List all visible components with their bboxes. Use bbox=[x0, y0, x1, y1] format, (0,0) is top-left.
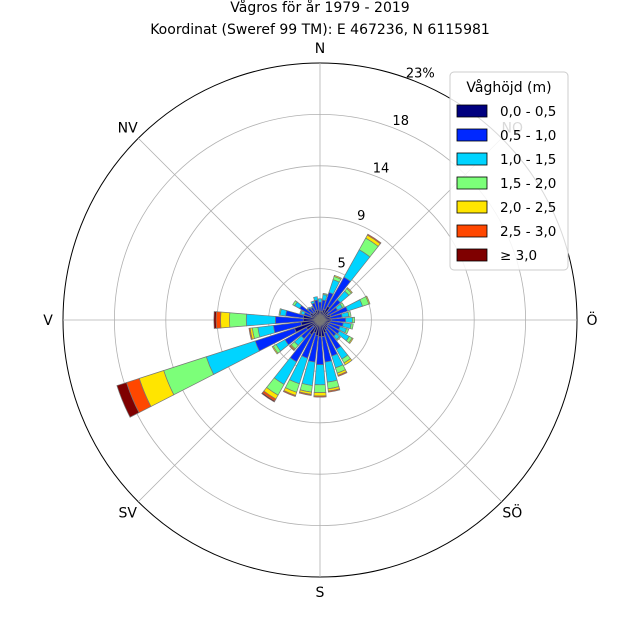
bar-segment bbox=[220, 311, 231, 329]
grid-spoke bbox=[319, 319, 503, 503]
bar-segment bbox=[346, 287, 353, 294]
bar-segment bbox=[248, 327, 253, 340]
bar-segment bbox=[322, 292, 328, 296]
bar-segment bbox=[347, 311, 352, 318]
legend-swatch bbox=[456, 128, 488, 142]
legend-label: 1,5 - 2,0 bbox=[500, 176, 556, 192]
bar-segment bbox=[292, 300, 298, 307]
legend-label: 2,0 - 2,5 bbox=[500, 200, 556, 216]
bar-segment bbox=[306, 306, 311, 311]
direction-label: V bbox=[43, 313, 53, 329]
bar-segment bbox=[345, 299, 363, 312]
legend-swatch bbox=[456, 200, 488, 214]
radial-tick-label: 18 bbox=[392, 114, 409, 129]
bar-segment bbox=[327, 388, 341, 393]
radial-tick-label: 14 bbox=[373, 162, 390, 177]
bar-segment bbox=[213, 311, 217, 329]
bar-segment bbox=[348, 337, 354, 345]
legend: Våghöjd (m) 0,0 - 0,5 0,5 - 1,0 1,0 - 1,5 1… bbox=[449, 71, 569, 271]
radial-tick-label: 9 bbox=[357, 209, 365, 224]
bar-segment bbox=[116, 382, 140, 418]
bar-segment bbox=[271, 345, 279, 355]
bar-segment bbox=[299, 309, 303, 315]
chart-subtitle: Koordinat (Sweref 99 TM): E 467236, N 61… bbox=[150, 22, 490, 38]
chart-title: Vågros för år 1979 - 2019 bbox=[230, 0, 409, 16]
legend-frame bbox=[449, 71, 569, 271]
legend-label: ≥ 3,0 bbox=[500, 248, 537, 264]
bar-segment bbox=[288, 344, 296, 352]
direction-label: N bbox=[315, 41, 325, 57]
legend-label: 2,5 - 3,0 bbox=[500, 224, 556, 240]
bar-segment bbox=[366, 233, 382, 245]
bar-segment bbox=[205, 340, 260, 375]
direction-label: NV bbox=[118, 121, 138, 137]
bar-segment bbox=[337, 371, 348, 377]
bar-segment bbox=[313, 392, 327, 397]
bar-segment bbox=[345, 317, 353, 323]
bar-segment bbox=[229, 312, 247, 328]
direction-label: Ö bbox=[586, 311, 597, 329]
legend-swatch bbox=[456, 248, 488, 262]
bar-segment bbox=[314, 364, 326, 386]
direction-label: S bbox=[316, 585, 325, 601]
bar-segment bbox=[313, 395, 327, 398]
bar-segment bbox=[309, 305, 314, 310]
polar-grid bbox=[62, 62, 578, 578]
bar-segment bbox=[349, 323, 354, 330]
radial-tick-label: 23% bbox=[406, 67, 435, 82]
bar-segment bbox=[344, 328, 350, 335]
bar-segment bbox=[365, 295, 371, 305]
bar-sectors bbox=[116, 233, 382, 418]
bar-segment bbox=[313, 296, 319, 302]
bar-segment bbox=[313, 384, 327, 393]
legend-label: 0,5 - 1,0 bbox=[500, 128, 556, 144]
bar-segment bbox=[333, 274, 342, 280]
bar-segment bbox=[351, 316, 355, 324]
direction-label: SÖ bbox=[502, 503, 522, 521]
bar-segment bbox=[245, 313, 276, 327]
bar-segment bbox=[282, 390, 297, 398]
bar-segment bbox=[336, 336, 341, 341]
bar-segment bbox=[339, 302, 345, 308]
bar-segment bbox=[310, 300, 315, 305]
bar-segment bbox=[343, 358, 353, 366]
legend-swatch bbox=[456, 104, 488, 118]
bar-segment bbox=[261, 392, 276, 403]
legend-items: 0,0 - 0,5 0,5 - 1,0 1,0 - 1,5 1,5 - 2,0 2,0 … bbox=[456, 104, 556, 264]
legend-title: Våghöjd (m) bbox=[466, 79, 551, 96]
direction-label: SV bbox=[118, 505, 137, 521]
bar-segment bbox=[343, 249, 371, 282]
radial-tick-label: 5 bbox=[338, 257, 346, 272]
bar-segment bbox=[298, 391, 312, 396]
grid-spoke bbox=[137, 137, 321, 321]
bar-segment bbox=[317, 298, 323, 303]
legend-label: 1,0 - 1,5 bbox=[500, 152, 556, 168]
bar-segment bbox=[278, 308, 282, 316]
bar-segment bbox=[215, 311, 222, 329]
legend-swatch bbox=[456, 152, 488, 166]
legend-swatch bbox=[456, 224, 488, 238]
legend-label: 0,0 - 0,5 bbox=[500, 104, 556, 120]
grid-spoke bbox=[137, 319, 321, 503]
legend-swatch bbox=[456, 176, 488, 190]
